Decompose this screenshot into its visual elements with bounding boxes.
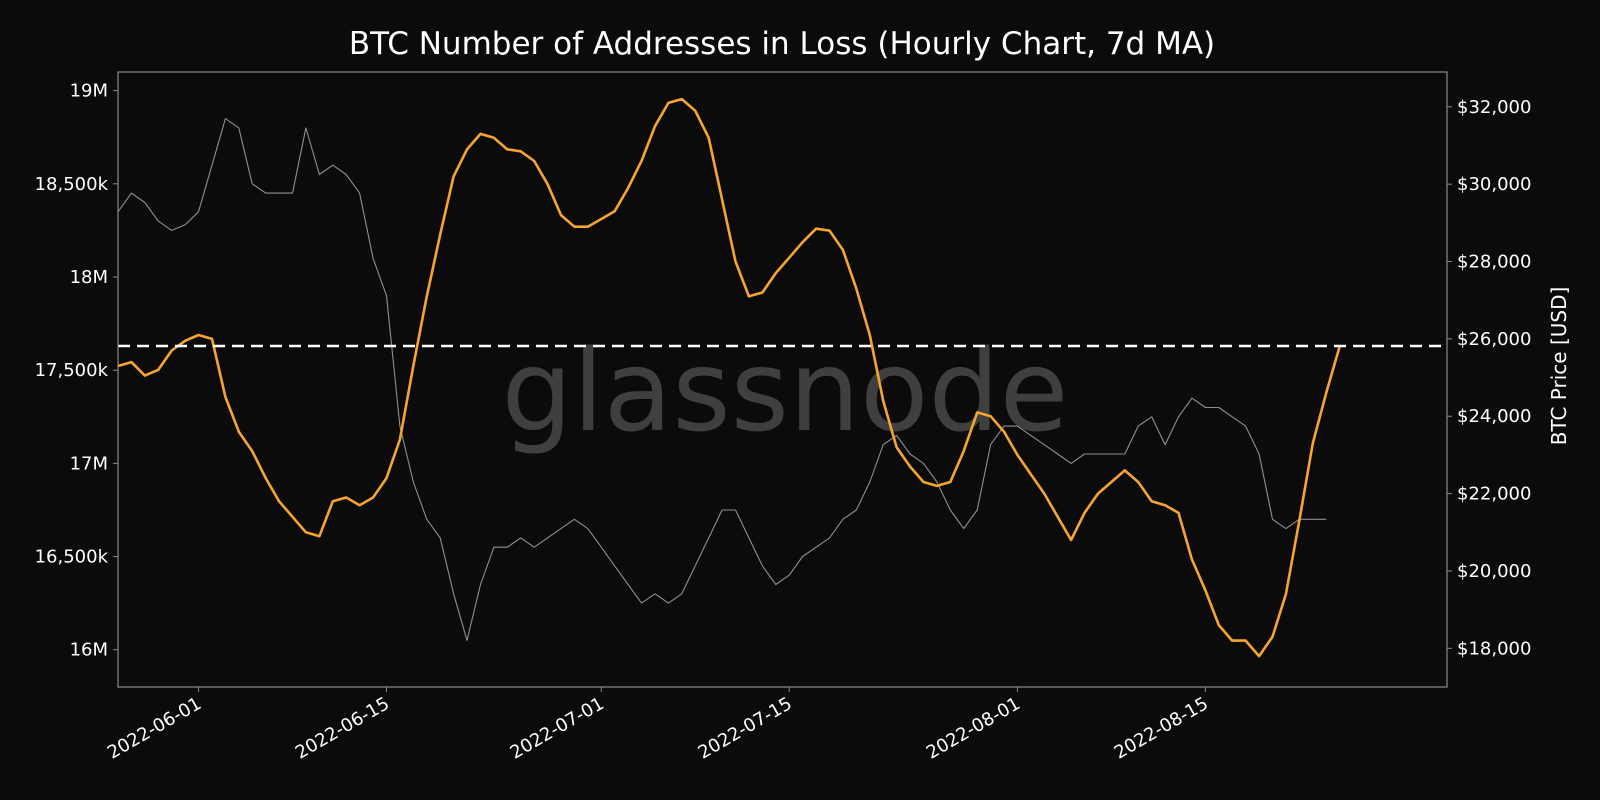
left-axis: 16M 16,500k 17M 17,500k 18M 18,500k 19M [35, 81, 118, 661]
left-tick-label: 16M [70, 640, 108, 661]
left-tick-label: 17,500k [35, 360, 109, 381]
left-tick-label: 16,500k [35, 547, 109, 568]
plot-frame [117, 71, 1448, 688]
right-tick-label: $20,000 [1457, 561, 1531, 582]
right-tick-label: $22,000 [1457, 484, 1531, 505]
right-axis: $18,000 $20,000 $22,000 $24,000 $26,000 $28,0… [1447, 97, 1531, 659]
right-tick-label: $18,000 [1457, 638, 1531, 659]
chart-title: BTC Number of Addresses in Loss (Hourly … [349, 26, 1215, 62]
btc-price-line [117, 118, 1327, 641]
addresses-in-loss-line [117, 97, 1341, 658]
right-tick-label: $28,000 [1457, 252, 1531, 273]
left-tick-label: 17M [70, 453, 108, 474]
right-tick-label: $30,000 [1457, 174, 1531, 195]
left-tick-label: 18,500k [35, 174, 109, 195]
watermark: glassnode [501, 327, 1068, 457]
right-tick-label: $24,000 [1457, 406, 1531, 427]
right-tick-label: $32,000 [1457, 97, 1531, 118]
y-axis-right-label: BTC Price [USD] [1547, 287, 1571, 446]
left-tick-label: 19M [70, 81, 108, 102]
series-layer [117, 97, 1341, 658]
right-tick-label: $26,000 [1457, 329, 1531, 350]
left-tick-label: 18M [70, 267, 108, 288]
